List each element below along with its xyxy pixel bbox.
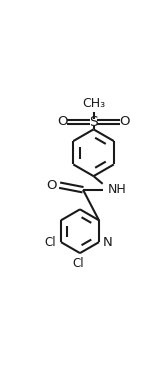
Text: NH: NH [108,183,127,196]
Text: O: O [46,179,57,192]
Text: N: N [103,236,112,249]
Text: Cl: Cl [73,257,84,270]
Text: S: S [89,115,98,129]
Text: O: O [57,115,68,128]
Text: CH₃: CH₃ [82,98,105,110]
Text: O: O [119,115,130,128]
Text: Cl: Cl [44,236,56,249]
